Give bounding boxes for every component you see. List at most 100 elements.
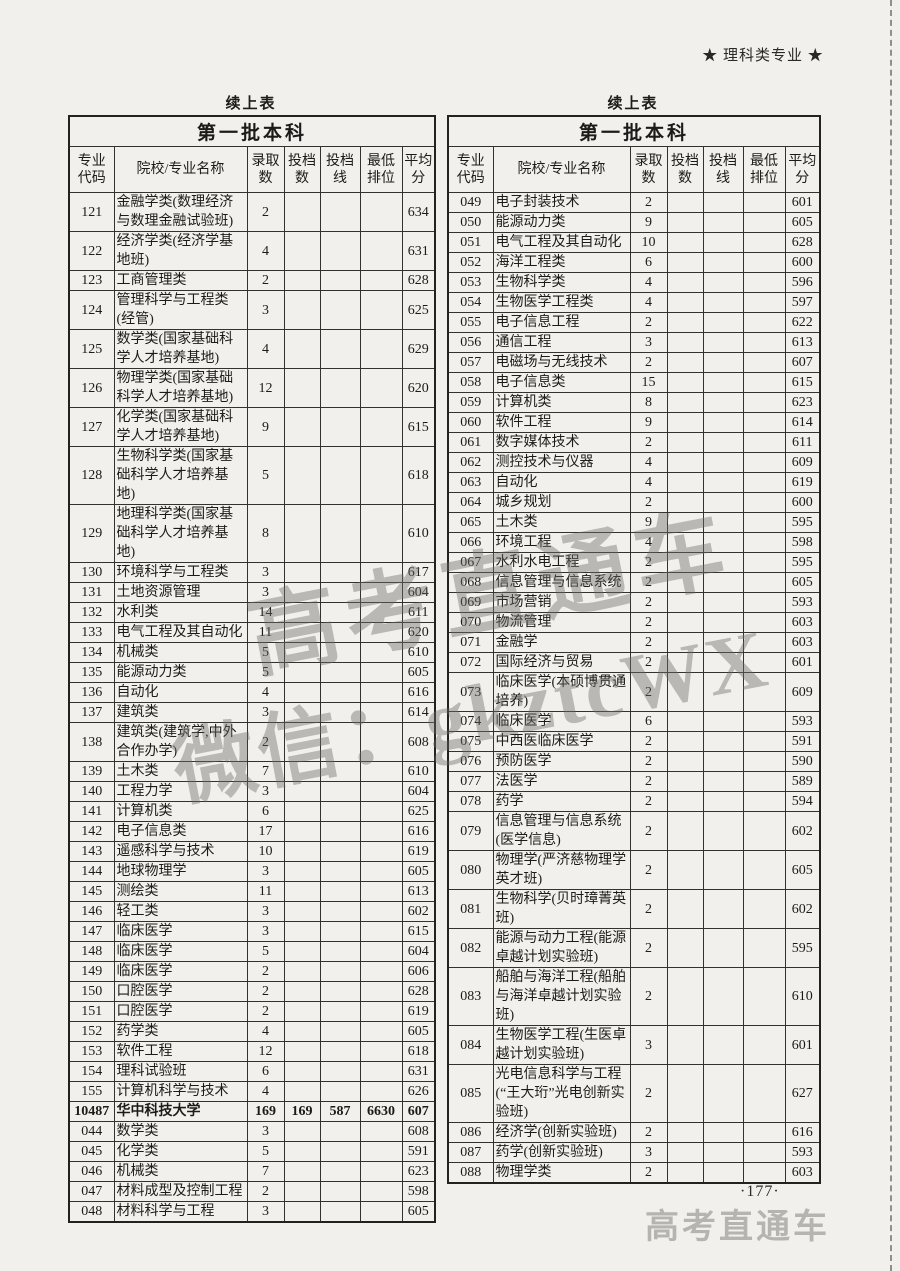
major-name-cell: 地球物理学 xyxy=(113,861,248,882)
table-row: 145 测绘类 11 613 xyxy=(68,881,436,902)
admitted-count-cell: 10 xyxy=(246,841,285,862)
lowest-rank-cell xyxy=(742,312,786,333)
filed-count-cell xyxy=(666,889,704,929)
filing-line-cell xyxy=(319,446,361,505)
major-code-cell: 044 xyxy=(68,1121,115,1142)
lowest-rank-cell xyxy=(359,329,403,369)
major-code-cell: 084 xyxy=(447,1025,494,1065)
filing-line-cell xyxy=(319,821,361,842)
filed-count-cell xyxy=(666,751,704,772)
major-code-cell: 145 xyxy=(68,881,115,902)
major-name-cell: 华中科技大学 xyxy=(113,1101,248,1122)
filed-count-cell xyxy=(283,702,321,723)
filing-line-cell xyxy=(319,841,361,862)
table-row: 148 临床医学 5 604 xyxy=(68,941,436,962)
major-name-cell: 船舶与海洋工程(船舶与海洋卓越计划实验班) xyxy=(492,967,631,1026)
lowest-rank-cell: 6630 xyxy=(359,1101,403,1122)
filed-count-cell xyxy=(283,761,321,782)
table-row: 082 能源与动力工程(能源卓越计划实验班) 2 595 xyxy=(447,928,821,968)
admitted-count-cell: 7 xyxy=(246,1161,285,1182)
admitted-count-cell: 2 xyxy=(629,652,668,673)
average-score-cell: 591 xyxy=(784,731,821,752)
table-row: 045 化学类 5 591 xyxy=(68,1141,436,1162)
lowest-rank-cell xyxy=(742,572,786,593)
col-header-filed-count: 投档 数 xyxy=(283,146,321,193)
table-row: 121 金融学类(数理经济与数理金融试验班) 2 634 xyxy=(68,192,436,232)
admitted-count-cell: 3 xyxy=(629,1025,668,1065)
average-score-cell: 618 xyxy=(401,446,436,505)
average-score-cell: 604 xyxy=(401,781,436,802)
lowest-rank-cell xyxy=(742,632,786,653)
lowest-rank-cell xyxy=(359,504,403,563)
filed-count-cell xyxy=(666,672,704,712)
major-code-cell: 066 xyxy=(447,532,494,553)
filing-line-cell xyxy=(702,632,744,653)
filing-line-cell xyxy=(319,881,361,902)
admitted-count-cell: 2 xyxy=(629,1122,668,1143)
table-row: 055 电子信息工程 2 622 xyxy=(447,312,821,333)
major-name-cell: 土地资源管理 xyxy=(113,582,248,603)
table-row: 140 工程力学 3 604 xyxy=(68,781,436,802)
major-code-cell: 047 xyxy=(68,1181,115,1202)
average-score-cell: 631 xyxy=(401,231,436,271)
admitted-count-cell: 2 xyxy=(629,552,668,573)
average-score-cell: 603 xyxy=(784,1162,821,1184)
major-name-cell: 软件工程 xyxy=(492,412,631,433)
table-row: 081 生物科学(贝时璋菁英班) 2 602 xyxy=(447,889,821,929)
filing-line-cell xyxy=(702,572,744,593)
major-name-cell: 土木类 xyxy=(492,512,631,533)
major-name-cell: 预防医学 xyxy=(492,751,631,772)
filed-count-cell xyxy=(283,602,321,623)
average-score-cell: 608 xyxy=(401,722,436,762)
average-score-cell: 603 xyxy=(784,612,821,633)
major-code-cell: 138 xyxy=(68,722,115,762)
average-score-cell: 602 xyxy=(784,811,821,851)
major-name-cell: 口腔医学 xyxy=(113,1001,248,1022)
table-row: 131 土地资源管理 3 604 xyxy=(68,582,436,603)
major-code-cell: 077 xyxy=(447,771,494,792)
table-row: 146 轻工类 3 602 xyxy=(68,901,436,922)
major-code-cell: 087 xyxy=(447,1142,494,1163)
average-score-cell: 623 xyxy=(401,1161,436,1182)
lowest-rank-cell xyxy=(359,642,403,663)
admitted-count-cell: 12 xyxy=(246,1041,285,1062)
filed-count-cell xyxy=(283,1021,321,1042)
filing-line-cell xyxy=(702,612,744,633)
major-code-cell: 071 xyxy=(447,632,494,653)
major-name-cell: 自动化 xyxy=(113,682,248,703)
admitted-count-cell: 2 xyxy=(629,572,668,593)
filing-line-cell xyxy=(702,372,744,393)
table-row: 123 工商管理类 2 628 xyxy=(68,270,436,291)
admitted-count-cell: 6 xyxy=(246,1061,285,1082)
filing-line-cell xyxy=(702,512,744,533)
major-code-cell: 049 xyxy=(447,192,494,213)
major-name-cell: 药学类 xyxy=(113,1021,248,1042)
table-row: 153 软件工程 12 618 xyxy=(68,1041,436,1062)
lowest-rank-cell xyxy=(742,967,786,1026)
filed-count-cell xyxy=(283,861,321,882)
admitted-count-cell: 9 xyxy=(629,512,668,533)
continuation-label: 续上表 xyxy=(607,96,659,112)
filing-line-cell xyxy=(319,1001,361,1022)
admitted-count-cell: 3 xyxy=(246,921,285,942)
filing-line-cell xyxy=(702,652,744,673)
col-header-filing-line: 投档 线 xyxy=(702,146,744,193)
table-row: 059 计算机类 8 623 xyxy=(447,392,821,413)
admitted-count-cell: 2 xyxy=(629,192,668,213)
filing-line-cell xyxy=(702,292,744,313)
major-code-cell: 063 xyxy=(447,472,494,493)
admitted-count-cell: 10 xyxy=(629,232,668,253)
filing-line-cell xyxy=(702,791,744,812)
filed-count-cell xyxy=(283,801,321,822)
filing-line-cell xyxy=(702,592,744,613)
table-row: 125 数学类(国家基础科学人才培养基地) 4 629 xyxy=(68,329,436,369)
lowest-rank-cell xyxy=(742,372,786,393)
lowest-rank-cell xyxy=(742,751,786,772)
admitted-count-cell: 2 xyxy=(246,961,285,982)
major-code-cell: 122 xyxy=(68,231,115,271)
major-name-cell: 能源动力类 xyxy=(113,662,248,683)
average-score-cell: 615 xyxy=(401,407,436,447)
lowest-rank-cell xyxy=(742,232,786,253)
filed-count-cell xyxy=(283,446,321,505)
